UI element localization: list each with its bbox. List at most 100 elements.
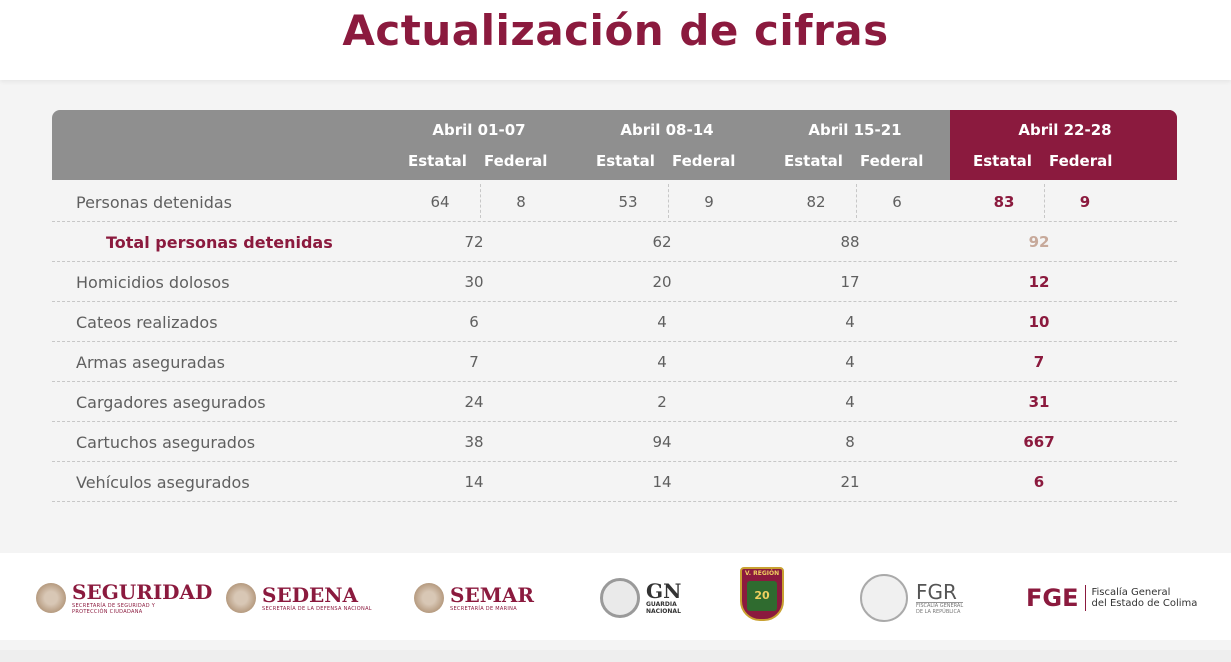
value-period-4: 12 bbox=[1028, 273, 1050, 291]
federal-header-3: Federal bbox=[860, 152, 924, 170]
value-estatal-4: 83 bbox=[993, 193, 1015, 211]
logo-band: SEGURIDAD SECRETARÍA DE SEGURIDAD Y PROT… bbox=[0, 553, 1231, 640]
gn-subtitle-1: GUARDIA bbox=[646, 601, 677, 608]
value-period-2: 94 bbox=[652, 433, 672, 451]
value-period-1: 24 bbox=[464, 393, 484, 411]
sedena-logo: SEDENA SECRETARÍA DE LA DEFENSA NACIONAL bbox=[226, 573, 372, 623]
value-period-3: 4 bbox=[845, 313, 855, 331]
value-period-2: 2 bbox=[657, 393, 667, 411]
fgr-subtitle-1: FISCALÍA GENERAL bbox=[916, 602, 964, 609]
value-period-2: 4 bbox=[657, 313, 667, 331]
value-period-2: 14 bbox=[652, 473, 672, 491]
value-period-4: 6 bbox=[1033, 473, 1045, 491]
value-period-4: 10 bbox=[1028, 313, 1050, 331]
semar-name: SEMAR bbox=[450, 583, 534, 607]
eagle-seal-icon bbox=[36, 583, 66, 613]
value-period-1: 6 bbox=[469, 313, 479, 331]
seguridad-name: SEGURIDAD bbox=[72, 580, 213, 604]
value-federal-2: 9 bbox=[704, 193, 714, 211]
row-label: Personas detenidas bbox=[76, 193, 232, 212]
value-estatal-3: 82 bbox=[806, 193, 826, 211]
fge-logo: FGE Fiscalía General del Estado de Colim… bbox=[1026, 573, 1197, 623]
fge-divider bbox=[1084, 585, 1086, 611]
federal-header-1: Federal bbox=[484, 152, 548, 170]
value-estatal-2: 53 bbox=[618, 193, 638, 211]
table-row-total: Total personas detenidas 72 62 88 92 bbox=[52, 222, 1177, 262]
table-row: Cateos realizados 6 4 4 10 bbox=[52, 302, 1177, 342]
shield-inner: 20 bbox=[747, 581, 777, 611]
value-period-1: 30 bbox=[464, 273, 484, 291]
eagle-seal-icon bbox=[226, 583, 256, 613]
row-label: Vehículos asegurados bbox=[76, 473, 250, 492]
estatal-header-3: Estatal bbox=[784, 152, 843, 170]
value-period-1: 72 bbox=[464, 233, 484, 251]
semar-subtitle: SECRETARÍA DE MARINA bbox=[450, 606, 517, 612]
fge-name: FGE bbox=[1026, 584, 1079, 612]
shield-icon: V. REGIÓN 20 bbox=[740, 567, 784, 621]
highlight-column-header bbox=[950, 110, 1177, 180]
gn-logo: GN GUARDIA NACIONAL bbox=[600, 573, 681, 623]
semar-logo: SEMAR SECRETARÍA DE MARINA bbox=[414, 573, 534, 623]
value-period-4: 667 bbox=[1023, 433, 1055, 451]
row-label: Cartuchos asegurados bbox=[76, 433, 256, 452]
national-seal-icon bbox=[860, 574, 908, 622]
row-label: Homicidios dolosos bbox=[76, 273, 230, 292]
period-header-2: Abril 08-14 bbox=[620, 121, 714, 139]
table-row: Armas aseguradas 7 4 4 7 bbox=[52, 342, 1177, 382]
title-band: Actualización de cifras bbox=[0, 0, 1231, 80]
value-period-2: 4 bbox=[657, 353, 667, 371]
divider bbox=[1044, 184, 1045, 218]
federal-header-4: Federal bbox=[1049, 152, 1113, 170]
table-row: Vehículos asegurados 14 14 21 6 bbox=[52, 462, 1177, 502]
value-period-3: 4 bbox=[845, 393, 855, 411]
value-period-4: 31 bbox=[1028, 393, 1050, 411]
estatal-header-4: Estatal bbox=[973, 152, 1032, 170]
value-period-4: 92 bbox=[1028, 233, 1050, 251]
region-label: V. REGIÓN bbox=[744, 570, 780, 577]
federal-header-2: Federal bbox=[672, 152, 736, 170]
table-row: Cartuchos asegurados 38 94 8 667 bbox=[52, 422, 1177, 462]
fge-subtitle-1: Fiscalía General bbox=[1091, 587, 1171, 598]
fgr-logo: FGR FISCALÍA GENERAL DE LA REPÚBLICA bbox=[860, 573, 964, 623]
value-period-1: 7 bbox=[469, 353, 479, 371]
row-label: Cargadores asegurados bbox=[76, 393, 266, 412]
value-period-3: 17 bbox=[840, 273, 860, 291]
table-row: Homicidios dolosos 30 20 17 12 bbox=[52, 262, 1177, 302]
bottom-strip bbox=[0, 650, 1231, 662]
region-number: 20 bbox=[754, 589, 770, 602]
gn-subtitle-2: NACIONAL bbox=[646, 608, 681, 615]
region-shield-logo: V. REGIÓN 20 bbox=[740, 567, 784, 621]
sedena-subtitle: SECRETARÍA DE LA DEFENSA NACIONAL bbox=[262, 606, 372, 612]
value-period-1: 38 bbox=[464, 433, 484, 451]
value-period-2: 62 bbox=[652, 233, 672, 251]
table-header: Abril 01-07 Abril 08-14 Abril 15-21 Abri… bbox=[52, 110, 1177, 180]
divider bbox=[856, 184, 857, 218]
value-federal-1: 8 bbox=[516, 193, 526, 211]
row-label: Armas aseguradas bbox=[76, 353, 226, 372]
period-header-1: Abril 01-07 bbox=[432, 121, 526, 139]
estatal-header-1: Estatal bbox=[408, 152, 467, 170]
value-period-4: 7 bbox=[1033, 353, 1045, 371]
fgr-subtitle-2: DE LA REPÚBLICA bbox=[916, 608, 961, 615]
table-row: Cargadores asegurados 24 2 4 31 bbox=[52, 382, 1177, 422]
page-title: Actualización de cifras bbox=[342, 6, 889, 55]
value-period-2: 20 bbox=[652, 273, 672, 291]
value-period-3: 8 bbox=[845, 433, 855, 451]
gn-emblem-icon bbox=[600, 578, 640, 618]
estatal-header-2: Estatal bbox=[596, 152, 655, 170]
seguridad-subtitle: SECRETARÍA DE SEGURIDAD Y PROTECCIÓN CIU… bbox=[72, 603, 156, 615]
row-label: Cateos realizados bbox=[76, 313, 218, 332]
eagle-seal-icon bbox=[414, 583, 444, 613]
figures-table: Abril 01-07 Abril 08-14 Abril 15-21 Abri… bbox=[52, 110, 1177, 502]
value-estatal-1: 64 bbox=[430, 193, 450, 211]
sedena-name: SEDENA bbox=[262, 583, 359, 607]
value-federal-4: 9 bbox=[1079, 193, 1091, 211]
divider bbox=[668, 184, 669, 218]
fge-subtitle-2: del Estado de Colima bbox=[1091, 598, 1198, 609]
table-row-personas: Personas detenidas 64 8 53 9 82 6 83 9 bbox=[52, 182, 1177, 222]
value-period-3: 4 bbox=[845, 353, 855, 371]
seguridad-logo: SEGURIDAD SECRETARÍA DE SEGURIDAD Y PROT… bbox=[36, 573, 212, 623]
period-header-4: Abril 22-28 bbox=[1018, 121, 1112, 139]
value-period-1: 14 bbox=[464, 473, 484, 491]
row-label: Total personas detenidas bbox=[106, 233, 333, 252]
